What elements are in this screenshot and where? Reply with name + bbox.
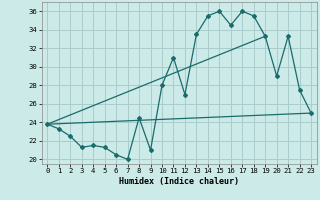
X-axis label: Humidex (Indice chaleur): Humidex (Indice chaleur) [119, 177, 239, 186]
